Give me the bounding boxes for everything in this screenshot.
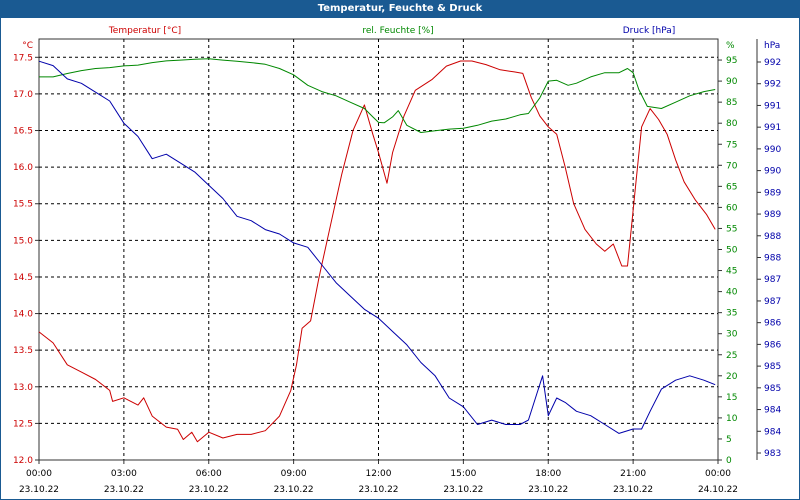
x-tick-date: 23.10.22: [528, 485, 568, 495]
temperature-tick-label: 13.0: [13, 383, 33, 393]
humidity-tick-label: 95: [726, 56, 737, 66]
humidity-tick-label: 30: [726, 330, 738, 340]
humidity-tick-label: 20: [726, 372, 738, 382]
pressure-tick-label: 990: [764, 145, 781, 155]
x-tick-time: 03:00: [111, 469, 137, 479]
series-line-temperatur: [38, 60, 716, 443]
grid: [39, 39, 718, 460]
humidity-tick-label: 45: [726, 267, 737, 277]
x-tick-time: 00:00: [705, 469, 731, 479]
temperature-tick-label: 14.0: [13, 310, 33, 320]
pressure-tick-label: 989: [764, 210, 781, 220]
pressure-tick-label: 983: [764, 449, 781, 459]
x-tick-date: 23.10.22: [274, 485, 314, 495]
humidity-tick-label: 10: [726, 414, 738, 424]
temperature-tick-label: 13.5: [13, 346, 33, 356]
pressure-tick-label: 984: [764, 406, 781, 416]
x-tick-time: 21:00: [620, 469, 646, 479]
humidity-tick-label: 60: [726, 203, 738, 213]
temperature-tick-label: 17.5: [13, 53, 33, 63]
x-tick-time: 00:00: [26, 469, 52, 479]
temperature-tick-label: 14.5: [13, 273, 33, 283]
humidity-tick-label: 25: [726, 351, 737, 361]
temperature-tick-label: 17.0: [13, 90, 33, 100]
x-tick-date: 23.10.22: [443, 485, 483, 495]
pressure-tick-label: 985: [764, 384, 781, 394]
x-tick-date: 23.10.22: [19, 485, 59, 495]
humidity-tick-label: 0: [726, 456, 732, 466]
axes-layer: 00:00 23.10.22 03:00 23.10.22 06:00 23.10.22 0…: [13, 39, 781, 495]
humidity-tick-label: 70: [726, 161, 738, 171]
series-line-druck: [38, 60, 716, 434]
humidity-tick-label: 55: [726, 224, 737, 234]
humidity-tick-label: 80: [726, 119, 738, 129]
humidity-tick-label: 50: [726, 246, 738, 256]
humidity-tick-label: 75: [726, 140, 737, 150]
humidity-tick-label: 85: [726, 98, 737, 108]
pressure-unit: hPa: [764, 41, 780, 51]
x-tick-date: 23.10.22: [104, 485, 144, 495]
series-line-rel-feuchte: [39, 58, 716, 133]
humidity-tick-label: 5: [726, 435, 732, 445]
temperature-unit: °C: [22, 41, 33, 51]
x-tick-date: 23.10.22: [613, 485, 653, 495]
temperature-axis-label: Temperatur [°C]: [108, 26, 181, 36]
humidity-tick-label: 65: [726, 182, 737, 192]
x-tick-time: 18:00: [535, 469, 561, 479]
x-tick-date: 24.10.22: [698, 485, 738, 495]
chart-title: Temperatur, Feuchte & Druck: [317, 3, 483, 14]
temperature-tick-label: 15.5: [13, 200, 33, 210]
pressure-tick-label: 988: [764, 232, 781, 242]
pressure-tick-label: 987: [764, 275, 781, 285]
humidity-tick-label: 15: [726, 393, 737, 403]
pressure-tick-label: 992: [764, 80, 781, 90]
pressure-tick-label: 984: [764, 427, 781, 437]
pressure-tick-label: 988: [764, 254, 781, 264]
pressure-tick-label: 989: [764, 188, 781, 198]
pressure-axis-label: Druck [hPa]: [623, 26, 676, 36]
pressure-tick-label: 986: [764, 319, 781, 329]
temperature-tick-label: 16.5: [13, 127, 33, 137]
pressure-tick-label: 991: [764, 123, 781, 133]
x-tick-date: 23.10.22: [189, 485, 229, 495]
x-tick-time: 15:00: [450, 469, 476, 479]
humidity-tick-label: 40: [726, 288, 738, 298]
pressure-tick-label: 987: [764, 297, 781, 307]
pressure-tick-label: 986: [764, 340, 781, 350]
pressure-tick-label: 990: [764, 167, 781, 177]
humidity-tick-label: 35: [726, 309, 737, 319]
temperature-tick-label: 15.0: [13, 236, 33, 246]
humidity-unit: %: [726, 41, 735, 51]
x-tick-date: 23.10.22: [358, 485, 398, 495]
pressure-tick-label: 991: [764, 101, 781, 111]
temperature-tick-label: 12.0: [13, 456, 33, 466]
humidity-axis-label: rel. Feuchte [%]: [362, 26, 433, 36]
pressure-tick-label: 992: [764, 58, 781, 68]
humidity-tick-label: 90: [726, 77, 738, 87]
x-tick-time: 06:00: [196, 469, 222, 479]
temperature-tick-label: 16.0: [13, 163, 33, 173]
x-tick-time: 12:00: [366, 469, 392, 479]
title-bar: [0, 0, 800, 18]
x-tick-time: 09:00: [281, 469, 307, 479]
pressure-tick-label: 985: [764, 362, 781, 372]
series-layer: [38, 58, 716, 443]
temperature-tick-label: 12.5: [13, 419, 33, 429]
